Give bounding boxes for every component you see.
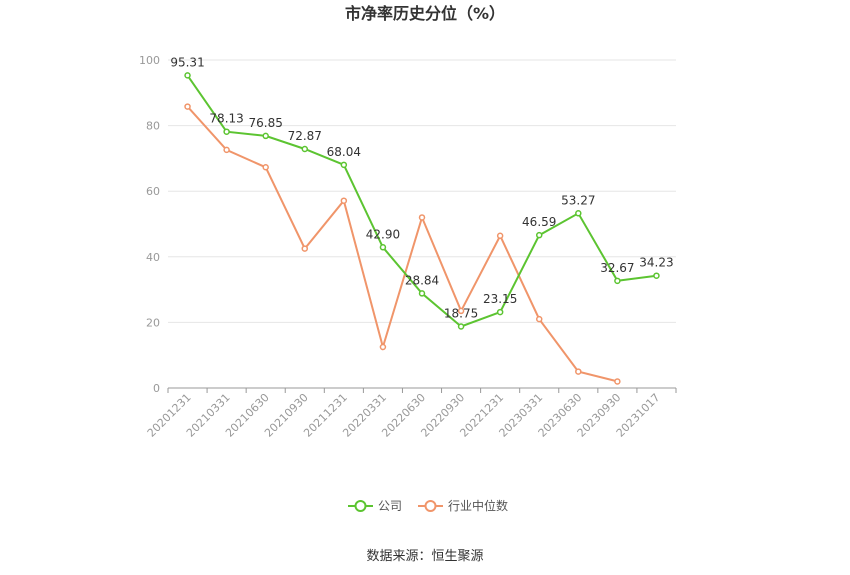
data-label: 32.67 bbox=[600, 261, 634, 275]
grid bbox=[168, 59, 676, 323]
data-point bbox=[535, 231, 543, 239]
y-tick-label: 40 bbox=[146, 251, 160, 264]
data-point bbox=[301, 245, 309, 252]
data-point bbox=[496, 308, 504, 316]
data-point bbox=[614, 378, 621, 385]
legend-item-industry-median[interactable]: 行业中位数 bbox=[418, 498, 508, 513]
data-point bbox=[301, 145, 309, 153]
y-tick-label: 100 bbox=[139, 54, 160, 67]
data-point bbox=[535, 315, 543, 323]
data-label: 42.90 bbox=[366, 227, 400, 241]
data-point bbox=[184, 103, 191, 110]
data-label: 78.13 bbox=[209, 112, 243, 126]
data-label: 95.31 bbox=[170, 55, 204, 69]
data-point bbox=[418, 290, 426, 297]
data-point bbox=[575, 210, 582, 217]
data-point bbox=[262, 132, 269, 140]
y-tick-label: 60 bbox=[146, 185, 160, 198]
legend-label: 行业中位数 bbox=[448, 498, 508, 513]
data-label: 46.59 bbox=[522, 215, 556, 229]
data-point bbox=[457, 323, 465, 330]
y-axis: 0 20 40 60 80 100 bbox=[139, 54, 160, 395]
data-label: 76.85 bbox=[249, 116, 283, 130]
data-point bbox=[223, 128, 230, 135]
data-point bbox=[379, 343, 387, 351]
data-label: 18.75 bbox=[444, 307, 478, 321]
legend-label: 公司 bbox=[378, 499, 402, 513]
data-point bbox=[653, 272, 660, 279]
data-label: 53.27 bbox=[561, 193, 595, 207]
legend-marker bbox=[354, 500, 367, 512]
data-point bbox=[262, 164, 269, 171]
data-point bbox=[496, 232, 504, 240]
x-axis: 2020123120210331202106302021093020211231… bbox=[145, 387, 677, 440]
series-line-industry-median bbox=[186, 105, 618, 383]
legend-marker bbox=[424, 500, 437, 512]
data-label: 72.87 bbox=[288, 129, 322, 143]
data-label: 23.15 bbox=[483, 292, 517, 306]
legend-item-company[interactable]: 公司 bbox=[348, 499, 402, 513]
y-tick-label: 80 bbox=[146, 120, 160, 133]
data-label: 68.04 bbox=[327, 145, 361, 159]
data-point bbox=[340, 161, 348, 169]
legend[interactable]: 公司 行业中位数 bbox=[348, 498, 508, 513]
data-source: 数据来源：恒生聚源 bbox=[366, 549, 483, 564]
data-point bbox=[379, 244, 387, 251]
data-label: 34.23 bbox=[639, 256, 673, 270]
data-label: 28.84 bbox=[405, 273, 439, 287]
chart-title: 市净率历史分位（%） bbox=[345, 4, 505, 23]
data-point bbox=[223, 146, 230, 154]
y-tick-label: 0 bbox=[153, 382, 160, 395]
data-point bbox=[340, 197, 348, 204]
data-point bbox=[418, 214, 426, 221]
data-point bbox=[575, 368, 582, 375]
data-point bbox=[184, 72, 191, 79]
y-tick-label: 20 bbox=[146, 316, 160, 329]
series-layer: 95.31 78.13 76.85 72.87 68.04 42.90 28.84 18.75… bbox=[170, 55, 674, 385]
data-point bbox=[457, 307, 465, 315]
data-point bbox=[614, 277, 621, 285]
